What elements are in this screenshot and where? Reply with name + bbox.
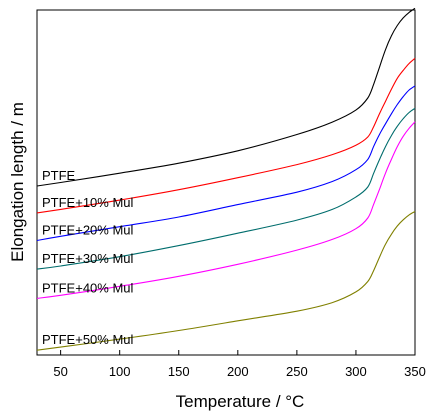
series-line-2	[36, 85, 416, 242]
series-line-3	[36, 107, 416, 270]
x-tick-label: 100	[109, 364, 131, 379]
series-line-0	[36, 7, 416, 187]
series-label-4: PTFE+40% Mul	[42, 280, 134, 295]
series-label-3: PTFE+30% Mul	[42, 251, 134, 266]
series-labels: PTFE PTFE+10% Mul PTFE+20% Mul PTFE+30% Mul…	[42, 168, 134, 347]
series-line-5	[36, 211, 416, 351]
x-tick-label: 150	[168, 364, 190, 379]
x-tick-label: 350	[404, 364, 426, 379]
series-label-5: PTFE+50% Mul	[42, 332, 134, 347]
series-line-4	[36, 121, 416, 299]
x-tick-label: 50	[53, 364, 67, 379]
x-axis-title: Temperature / °C	[176, 392, 305, 411]
series-line-1	[36, 57, 416, 214]
series-layer	[36, 7, 416, 351]
series-label-1: PTFE+10% Mul	[42, 195, 134, 210]
series-label-0: PTFE	[42, 168, 76, 183]
x-tick-label: 300	[345, 364, 367, 379]
plot-frame	[36, 9, 416, 356]
x-tick-label: 250	[286, 364, 308, 379]
x-tick-label: 200	[227, 364, 249, 379]
y-axis-title: Elongation length / m	[8, 102, 27, 262]
x-axis: 50 100 150 200 250 300 350	[53, 350, 426, 379]
series-label-2: PTFE+20% Mul	[42, 223, 134, 238]
